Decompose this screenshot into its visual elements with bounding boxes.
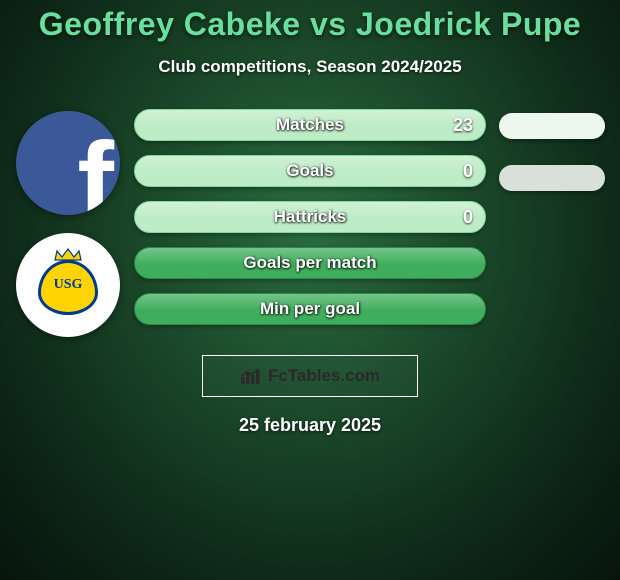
stat-value: 0 (463, 161, 473, 182)
stat-label: Min per goal (260, 299, 360, 319)
stat-value: 0 (463, 207, 473, 228)
stat-label: Goals per match (243, 253, 376, 273)
stat-row: Matches 23 (134, 109, 486, 141)
club-badge-usg: USG (16, 233, 120, 337)
page-title: Geoffrey Cabeke vs Joedrick Pupe (0, 0, 620, 43)
comparison-grid: f USG Matches23Go (0, 109, 620, 337)
attribution-text: FcTables.com (268, 366, 380, 386)
right-pills-column (492, 109, 612, 191)
shield-icon: USG (33, 250, 103, 320)
attribution-badge: FcTables.com (202, 355, 418, 397)
stat-bar: Goals 0 (134, 155, 486, 187)
club-badge-letters: USG (33, 250, 103, 320)
facebook-f-icon: f (77, 127, 114, 215)
stat-value: 23 (453, 115, 473, 136)
stat-row: Goals per match (134, 247, 486, 279)
stat-row: Min per goal (134, 293, 486, 325)
stat-bar: Min per goal (134, 293, 486, 325)
stat-label: Hattricks (274, 207, 347, 227)
stat-row: Goals 0 (134, 155, 486, 187)
left-badges-column: f USG (8, 109, 128, 337)
stat-bar: Matches 23 (134, 109, 486, 141)
subtitle: Club competitions, Season 2024/2025 (0, 57, 620, 77)
stat-label: Goals (286, 161, 333, 181)
stat-bar: Goals per match (134, 247, 486, 279)
stat-bar: Hattricks 0 (134, 201, 486, 233)
bar-chart-icon (240, 367, 262, 385)
date-text: 25 february 2025 (0, 415, 620, 436)
stat-row: Hattricks 0 (134, 201, 486, 233)
player-avatar-facebook: f (16, 111, 120, 215)
stat-bars-column: Matches 23 Goals 0 Hattricks 0 Goals per match… (128, 109, 492, 325)
comparison-pill (499, 113, 605, 139)
stat-label: Matches (276, 115, 344, 135)
comparison-pill (499, 165, 605, 191)
